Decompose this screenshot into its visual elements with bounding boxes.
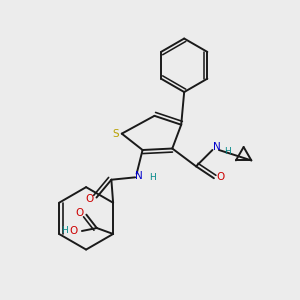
Text: N: N xyxy=(213,142,221,152)
Text: H: H xyxy=(224,147,231,156)
Text: H: H xyxy=(61,226,68,236)
Text: O: O xyxy=(70,226,78,236)
Text: O: O xyxy=(86,194,94,204)
Text: O: O xyxy=(76,208,84,218)
Text: H: H xyxy=(149,173,155,182)
Text: N: N xyxy=(135,171,143,181)
Text: S: S xyxy=(112,129,119,139)
Text: O: O xyxy=(216,172,225,182)
